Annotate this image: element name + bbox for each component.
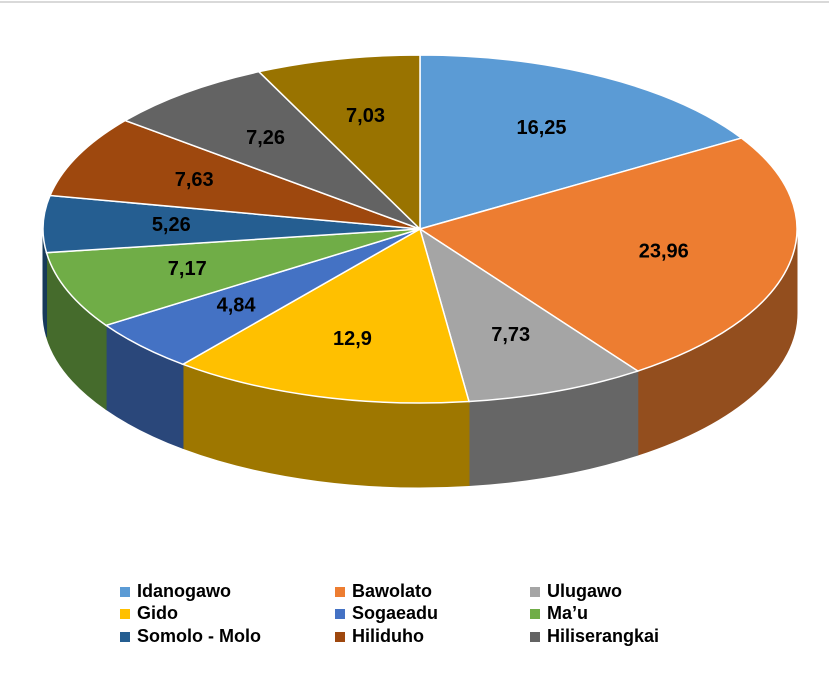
- data-label: 23,96: [639, 240, 689, 262]
- legend-label: Somolo - Molo: [137, 626, 261, 646]
- pie-slice: [257, 54, 421, 231]
- data-label: 7,17: [168, 258, 207, 280]
- pie-sides: [42, 228, 798, 488]
- legend-label: Hiliserangkai: [547, 626, 659, 646]
- legend-label: Ma’u: [547, 603, 588, 623]
- legend-swatch: [120, 609, 130, 619]
- data-labels: 16,25 23,96 7,73 12,9 4,84 7,17 5,26 7,63 7,26 7,…: [152, 105, 689, 350]
- legend-swatch: [530, 609, 540, 619]
- data-label: 16,25: [517, 117, 567, 139]
- pie-slice: [123, 70, 421, 230]
- legend-label: Sogaeadu: [352, 603, 438, 623]
- legend-swatch: [120, 632, 130, 642]
- legend: Idanogawo Bawolato Ulugawo Gido Sogaeadu Ma’u…: [120, 581, 659, 646]
- data-label: 7,26: [246, 127, 285, 149]
- data-label: 5,26: [152, 214, 191, 236]
- pie-tops: [42, 54, 798, 404]
- legend-label: Idanogawo: [137, 581, 231, 601]
- data-label: 7,73: [491, 324, 530, 346]
- pie-slice: [418, 227, 640, 403]
- legend-label: Gido: [137, 603, 178, 623]
- legend-swatch: [120, 587, 130, 597]
- pie-slice: [48, 119, 421, 230]
- data-label: 7,03: [346, 105, 385, 127]
- pie-slice: [181, 227, 470, 404]
- data-label: 7,63: [175, 169, 214, 191]
- legend-swatch: [530, 632, 540, 642]
- legend-swatch: [335, 609, 345, 619]
- legend-label: Hiliduho: [352, 626, 424, 646]
- legend-label: Ulugawo: [547, 581, 622, 601]
- legend-swatch: [335, 632, 345, 642]
- pie-slice: [45, 228, 421, 327]
- pie-slice: [419, 54, 744, 230]
- data-label: 12,9: [333, 328, 372, 350]
- legend-swatch: [530, 587, 540, 597]
- legend-label: Bawolato: [352, 581, 432, 601]
- pie-slice: [418, 137, 798, 372]
- data-label: 4,84: [217, 295, 257, 317]
- legend-swatch: [335, 587, 345, 597]
